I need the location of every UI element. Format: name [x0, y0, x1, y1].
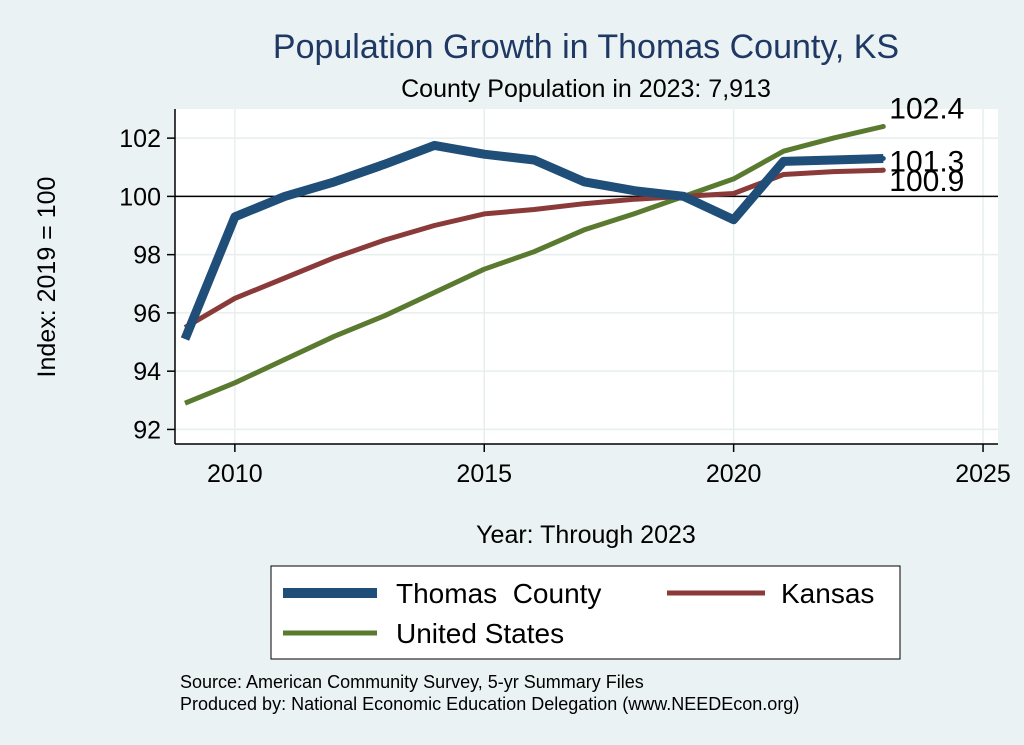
series-end-point — [880, 167, 886, 173]
plot-area — [175, 109, 998, 444]
x-tick-label: 2010 — [207, 460, 263, 488]
y-tick-label: 98 — [133, 242, 161, 270]
x-tick-label: 2015 — [456, 460, 512, 488]
legend-label-kansas: Kansas — [781, 578, 874, 609]
source-line: Source: American Community Survey, 5-yr … — [180, 672, 644, 692]
chart-subtitle: County Population in 2023: 7,913 — [401, 75, 771, 103]
end-label-kansas: 100.9 — [889, 165, 964, 198]
legend-box — [270, 565, 901, 660]
x-tick-label: 2020 — [706, 460, 762, 488]
series-end-point — [880, 123, 886, 129]
end-label-united-states: 102.4 — [889, 92, 964, 125]
series-end-point — [880, 156, 886, 162]
y-axis-title: Index: 2019 = 100 — [33, 177, 61, 378]
end-label-thomas-county: 101.3 — [889, 146, 964, 179]
legend-label-thomas-county: Thomas County — [396, 578, 601, 609]
series-lines — [180, 123, 886, 406]
axes: 92 94 96 98 100 102 2010 2015 2020 2025 — [119, 109, 1011, 488]
y-tick-label: 94 — [133, 358, 161, 386]
series-line-united-states — [184, 124, 884, 406]
legend-label-united-states: United States — [396, 618, 564, 649]
produced-by-line: Produced by: National Economic Education… — [180, 694, 799, 714]
x-tick-label: 2025 — [955, 460, 1011, 488]
legend: Thomas County Kansas United States — [270, 565, 901, 660]
y-tick-label: 96 — [133, 300, 161, 328]
chart-title: Population Growth in Thomas County, KS — [273, 28, 899, 66]
y-tick-label: 102 — [119, 125, 161, 153]
x-axis-title: Year: Through 2023 — [476, 521, 696, 549]
series-line-thomas-county — [180, 140, 884, 341]
gridlines — [175, 109, 998, 444]
y-tick-label: 92 — [133, 416, 161, 444]
y-tick-label: 100 — [119, 183, 161, 211]
